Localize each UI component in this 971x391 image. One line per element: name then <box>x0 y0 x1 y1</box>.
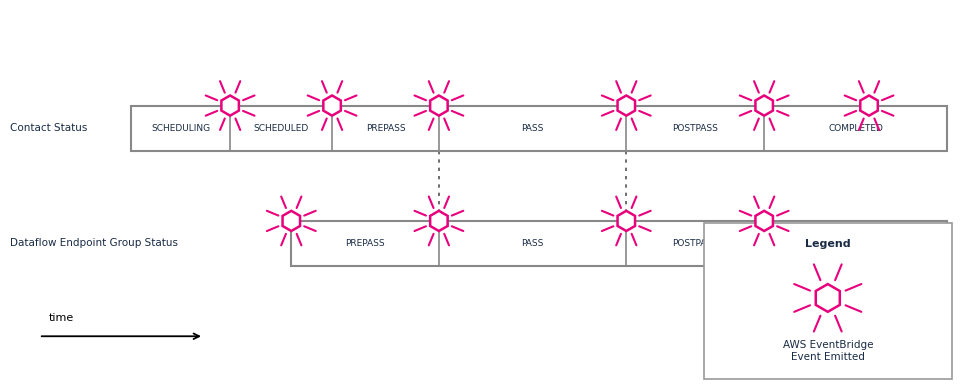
Text: AWS EventBridge
Event Emitted: AWS EventBridge Event Emitted <box>783 340 873 362</box>
Polygon shape <box>221 95 239 116</box>
Text: Dataflow Endpoint Group Status: Dataflow Endpoint Group Status <box>10 239 178 248</box>
Bar <box>704 223 952 379</box>
Polygon shape <box>618 95 635 116</box>
Text: time: time <box>49 312 74 323</box>
Text: PASS: PASS <box>521 124 544 133</box>
Polygon shape <box>430 95 448 116</box>
Polygon shape <box>816 284 840 312</box>
Bar <box>131 106 947 151</box>
Text: PASS: PASS <box>521 239 544 248</box>
Text: SCHEDULING: SCHEDULING <box>151 124 210 133</box>
Text: Legend: Legend <box>805 239 851 249</box>
Bar <box>291 221 947 266</box>
Text: COMPLETED: COMPLETED <box>828 239 883 248</box>
Polygon shape <box>430 211 448 231</box>
Text: Contact Status: Contact Status <box>10 123 87 133</box>
Text: SCHEDULED: SCHEDULED <box>253 124 309 133</box>
Text: PREPASS: PREPASS <box>366 124 405 133</box>
Text: PREPASS: PREPASS <box>346 239 385 248</box>
Polygon shape <box>755 95 773 116</box>
Text: POSTPASS: POSTPASS <box>672 124 719 133</box>
Text: POSTPASS: POSTPASS <box>672 239 719 248</box>
Polygon shape <box>755 211 773 231</box>
Text: COMPLETED: COMPLETED <box>828 124 883 133</box>
Polygon shape <box>323 95 341 116</box>
Polygon shape <box>618 211 635 231</box>
Polygon shape <box>860 95 878 116</box>
Polygon shape <box>283 211 300 231</box>
